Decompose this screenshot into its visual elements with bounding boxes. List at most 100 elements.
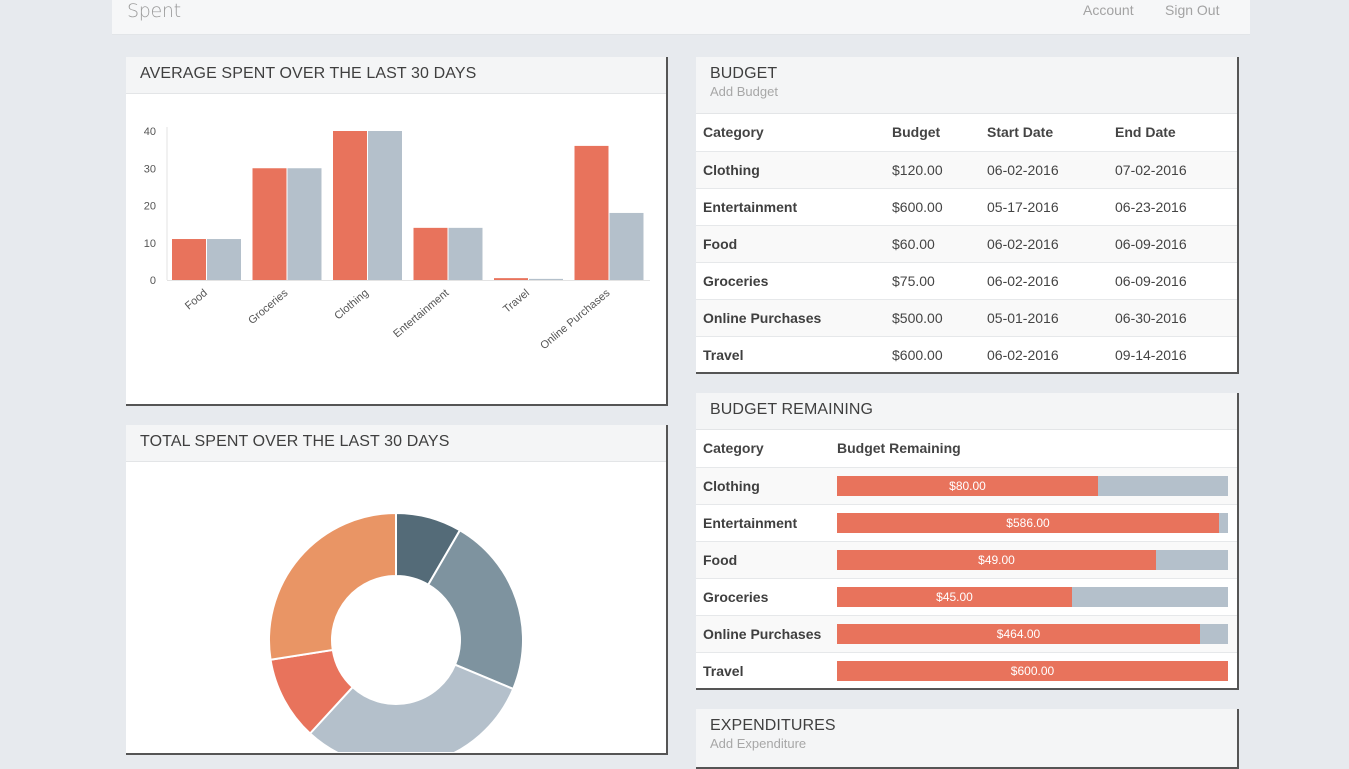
table-row[interactable]: Food $49.00 bbox=[696, 541, 1237, 579]
cell-budget: $600.00 bbox=[885, 188, 980, 226]
bar-groceries-series-1 bbox=[252, 168, 287, 280]
budget-remaining-panel: BUDGET REMAINING Category Budget Remaini… bbox=[696, 393, 1239, 690]
bar-entertainment-series-1 bbox=[413, 227, 448, 280]
bar-groceries-series-2 bbox=[287, 168, 322, 280]
remaining-amount: $80.00 bbox=[949, 478, 986, 493]
cell-category: Online Purchases bbox=[696, 299, 885, 337]
account-link[interactable]: Account bbox=[1083, 2, 1134, 18]
budget-title: BUDGET bbox=[710, 65, 778, 82]
cell-end-date: 06-23-2016 bbox=[1108, 188, 1237, 226]
remaining-progress-fill bbox=[837, 512, 1219, 533]
budget-table: Category Budget Start Date End Date Clot… bbox=[696, 114, 1237, 372]
expenditures-panel: EXPENDITURES Add Expenditure bbox=[696, 709, 1239, 769]
bar-travel-series-1 bbox=[494, 278, 528, 280]
cell-category: Groceries bbox=[696, 578, 830, 616]
top-navbar: Spent Account Sign Out bbox=[112, 0, 1250, 35]
remaining-progress-fill bbox=[837, 549, 1156, 570]
cell-start-date: 05-01-2016 bbox=[980, 299, 1108, 337]
cell-start-date: 05-17-2016 bbox=[980, 188, 1108, 226]
cell-end-date: 06-09-2016 bbox=[1108, 262, 1237, 300]
total-spent-title: TOTAL SPENT OVER THE LAST 30 DAYS bbox=[140, 433, 450, 450]
expenditures-header: EXPENDITURES Add Expenditure bbox=[696, 709, 1237, 767]
cell-category: Food bbox=[696, 225, 885, 263]
remaining-amount: $464.00 bbox=[996, 626, 1041, 641]
average-spent-bar-chart: 0 10 20 30 40 Food Groceries Clothing Entertainm… bbox=[144, 126, 650, 352]
cell-end-date: 07-02-2016 bbox=[1108, 151, 1237, 189]
cell-start-date: 06-02-2016 bbox=[980, 336, 1108, 372]
col-header-category[interactable]: Category bbox=[696, 430, 830, 468]
table-row[interactable]: Travel $600.00 bbox=[696, 652, 1237, 688]
col-header-budget[interactable]: Budget bbox=[885, 114, 980, 152]
bar-online-purchases-series-1 bbox=[574, 145, 609, 280]
cell-category: Travel bbox=[696, 652, 830, 688]
remaining-progress-bar: $49.00 bbox=[837, 549, 1228, 570]
add-expenditure-link[interactable]: Add Expenditure bbox=[710, 736, 807, 751]
cell-budget: $120.00 bbox=[885, 151, 980, 189]
table-row[interactable]: Groceries $75.00 06-02-2016 06-09-2016 bbox=[696, 262, 1237, 300]
add-budget-link[interactable]: Add Budget bbox=[710, 84, 778, 99]
remaining-progress-bar: $586.00 bbox=[837, 512, 1228, 533]
table-row[interactable]: Online Purchases $464.00 bbox=[696, 615, 1237, 653]
app-logo[interactable]: Spent bbox=[127, 0, 181, 22]
cell-start-date: 06-02-2016 bbox=[980, 151, 1108, 189]
bar-entertainment-series-2 bbox=[448, 227, 483, 280]
cell-end-date: 09-14-2016 bbox=[1108, 336, 1237, 372]
cell-category: Online Purchases bbox=[696, 615, 830, 653]
table-row[interactable]: Entertainment $586.00 bbox=[696, 504, 1237, 542]
x-tick-label: Travel bbox=[501, 287, 532, 316]
cell-start-date: 06-02-2016 bbox=[980, 225, 1108, 263]
cell-budget: $60.00 bbox=[885, 225, 980, 263]
bar-travel-series-2 bbox=[529, 278, 563, 280]
budget-remaining-title: BUDGET REMAINING bbox=[710, 401, 874, 418]
remaining-amount: $586.00 bbox=[1006, 515, 1050, 530]
cell-remaining: $600.00 bbox=[830, 652, 1237, 688]
cell-end-date: 06-30-2016 bbox=[1108, 299, 1237, 337]
cell-budget: $500.00 bbox=[885, 299, 980, 337]
donut-slice-2 bbox=[426, 528, 524, 691]
table-row[interactable]: Entertainment $600.00 05-17-2016 06-23-2… bbox=[696, 188, 1237, 226]
table-row[interactable]: Online Purchases $500.00 05-01-2016 06-3… bbox=[696, 299, 1237, 337]
table-row[interactable]: Clothing $120.00 06-02-2016 07-02-2016 bbox=[696, 151, 1237, 189]
remaining-progress-bar: $464.00 bbox=[837, 623, 1228, 644]
budget-remaining-table-header: Category Budget Remaining bbox=[696, 430, 1237, 468]
cell-category: Entertainment bbox=[696, 504, 830, 542]
sign-out-link[interactable]: Sign Out bbox=[1165, 2, 1220, 18]
y-tick-label: 40 bbox=[144, 126, 156, 138]
bar-clothing-series-2 bbox=[368, 131, 402, 280]
remaining-progress-bar: $600.00 bbox=[837, 660, 1228, 681]
x-tick-label: Food bbox=[183, 287, 210, 312]
col-header-start-date[interactable]: Start Date bbox=[980, 114, 1108, 152]
remaining-progress-bar: $45.00 bbox=[837, 586, 1228, 607]
budget-panel: BUDGET Add Budget Category Budget Start … bbox=[696, 57, 1239, 374]
y-tick-label: 0 bbox=[150, 275, 156, 287]
table-row[interactable]: Groceries $45.00 bbox=[696, 578, 1237, 616]
y-tick-label: 30 bbox=[144, 163, 156, 175]
average-spent-title: AVERAGE SPENT OVER THE LAST 30 DAYS bbox=[140, 65, 477, 82]
cell-budget: $600.00 bbox=[885, 336, 980, 372]
cell-category: Travel bbox=[696, 336, 885, 372]
cell-remaining: $45.00 bbox=[830, 578, 1237, 616]
average-spent-header: AVERAGE SPENT OVER THE LAST 30 DAYS bbox=[126, 57, 666, 94]
bar-food-series-2 bbox=[207, 239, 241, 280]
col-header-budget-remaining[interactable]: Budget Remaining bbox=[830, 430, 1237, 468]
remaining-progress-fill bbox=[837, 475, 1098, 496]
total-spent-donut-chart bbox=[268, 511, 524, 752]
cell-remaining: $586.00 bbox=[830, 504, 1237, 542]
col-header-end-date[interactable]: End Date bbox=[1108, 114, 1237, 152]
budget-header: BUDGET Add Budget bbox=[696, 57, 1237, 114]
col-header-category[interactable]: Category bbox=[696, 114, 885, 152]
remaining-amount: $49.00 bbox=[978, 552, 1015, 567]
table-row[interactable]: Food $60.00 06-02-2016 06-09-2016 bbox=[696, 225, 1237, 263]
average-spent-panel: AVERAGE SPENT OVER THE LAST 30 DAYS 0 10 2… bbox=[126, 57, 668, 406]
cell-remaining: $80.00 bbox=[830, 467, 1237, 505]
x-tick-label: Entertainment bbox=[391, 287, 451, 340]
x-tick-label: Online Purchases bbox=[538, 287, 613, 352]
cell-category: Groceries bbox=[696, 262, 885, 300]
table-row[interactable]: Clothing $80.00 bbox=[696, 467, 1237, 505]
cell-budget: $75.00 bbox=[885, 262, 980, 300]
total-spent-panel: TOTAL SPENT OVER THE LAST 30 DAYS bbox=[126, 425, 668, 755]
budget-remaining-table: Category Budget Remaining Clothing $80.00… bbox=[696, 430, 1237, 688]
x-tick-label: Clothing bbox=[332, 287, 371, 322]
remaining-progress-fill bbox=[837, 660, 1228, 681]
table-row[interactable]: Travel $600.00 06-02-2016 09-14-2016 bbox=[696, 336, 1237, 372]
